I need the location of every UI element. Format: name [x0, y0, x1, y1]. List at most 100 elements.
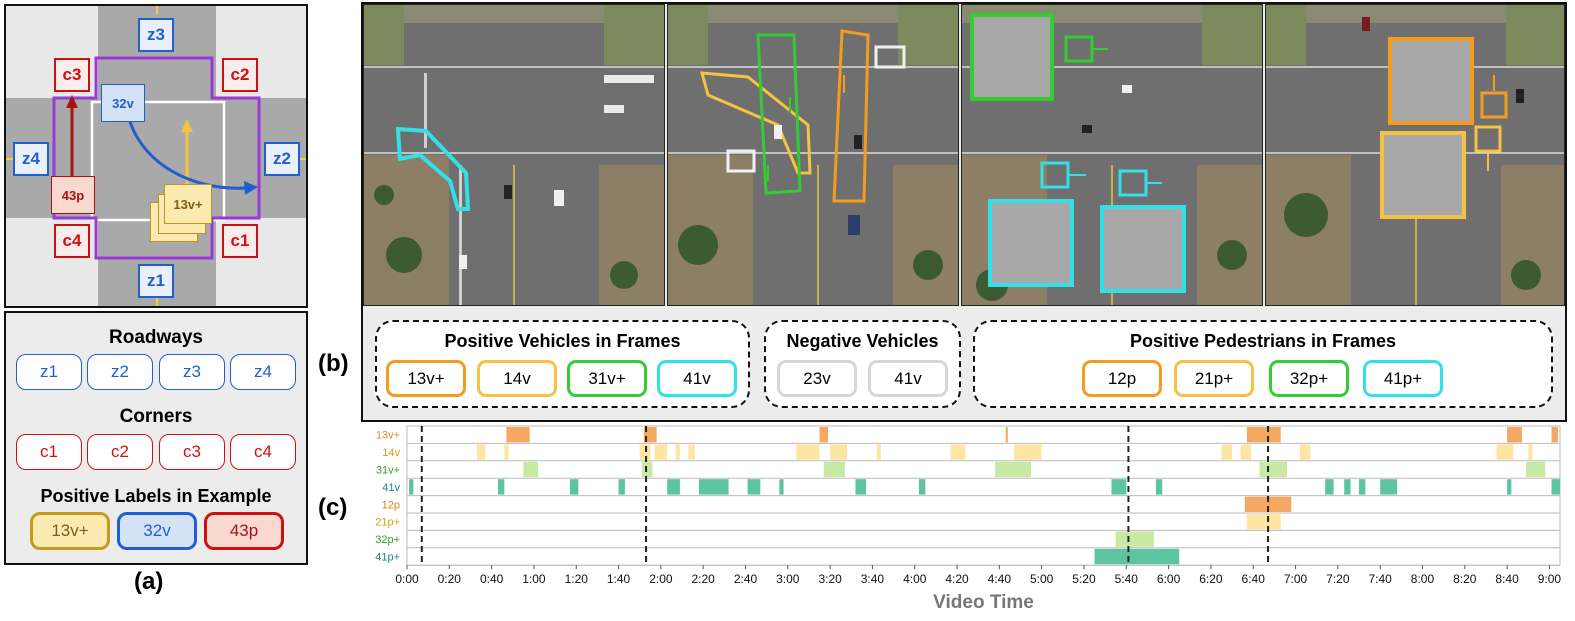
timeline-segment-41v: [409, 479, 414, 495]
zone-label-z4: z4: [13, 142, 49, 176]
positive-labels-title: Positive Labels in Example: [40, 486, 272, 506]
legend-corner-c4: c4: [230, 434, 296, 470]
intersection-boundary: [52, 56, 261, 260]
legend-item-21p: 21p+: [1174, 360, 1254, 397]
group-title-positive-pedestrians: Positive Pedestrians in Frames: [1129, 331, 1397, 351]
timeline-segment-14v: [830, 444, 848, 460]
timeline-segment-41v: [698, 479, 729, 495]
timeline-segment-41v: [497, 479, 505, 495]
legend-corner-c3: c3: [159, 434, 225, 470]
legend-roadway-z4: z4: [230, 354, 296, 390]
timeline-segment-14v: [639, 444, 651, 460]
timeline-segment-13v+: [1507, 427, 1522, 443]
x-tick-label: 2:20: [692, 572, 716, 586]
legend-corner-c2: c2: [87, 434, 153, 470]
row-label-41v: 41v: [382, 482, 400, 494]
x-tick-label: 1:00: [522, 572, 546, 586]
zone-label-z1: z1: [138, 264, 174, 298]
legend-item-32p: 32p+: [1269, 360, 1349, 397]
x-tick-label: 6:40: [1242, 572, 1266, 586]
legend-item-41v: 41v: [657, 360, 737, 397]
marker-32v: 32v: [101, 84, 145, 122]
timeline-segment-14v: [1221, 444, 1233, 460]
x-tick-label: 8:00: [1411, 572, 1435, 586]
x-tick-label: 6:00: [1157, 572, 1181, 586]
x-tick-label: 7:00: [1284, 572, 1308, 586]
row-label-41p+: 41p+: [375, 552, 400, 564]
zone-label-z2: z2: [264, 142, 300, 176]
caption-a: (a): [134, 568, 164, 595]
timeline-segment-14v: [950, 444, 966, 460]
legend-item-13v: 13v+: [386, 360, 466, 397]
aerial-frame-1: [363, 4, 665, 306]
timeline-segment-14v: [504, 444, 509, 460]
timeline-segment-14v: [654, 444, 668, 460]
x-tick-label: 3:40: [861, 572, 885, 586]
aerial-frame-2: [667, 4, 959, 306]
x-tick-label: 3:00: [776, 572, 800, 586]
x-tick-label: 6:20: [1199, 572, 1223, 586]
corner-label-c3: c3: [54, 58, 90, 92]
row-label-32p+: 32p+: [375, 534, 400, 546]
timeline-segment-41v: [747, 479, 761, 495]
x-tick-label: 3:20: [818, 572, 842, 586]
row-label-31v+: 31v+: [376, 465, 400, 477]
timeline-segment-13v+: [506, 427, 530, 443]
timeline-segment-12p: [1244, 496, 1292, 512]
timeline-segment-41v: [1344, 479, 1351, 495]
x-tick-label: 1:40: [607, 572, 631, 586]
corner-label-c2: c2: [222, 58, 258, 92]
vehicle-path-arrow-32v: [124, 105, 247, 190]
timeline-segment-31v+: [523, 461, 539, 478]
x-tick-label: 5:20: [1072, 572, 1096, 586]
x-tick-label: 5:40: [1115, 572, 1139, 586]
x-tick-label: 8:40: [1495, 572, 1519, 586]
timeline-segment-14v: [675, 444, 680, 460]
timeline-segment-32p+: [1115, 531, 1154, 547]
legend-item-41p: 41p+: [1363, 360, 1443, 397]
timeline-segment-41v: [779, 479, 784, 495]
zone-label-z3: z3: [138, 18, 174, 52]
timeline-segment-13v+: [1551, 427, 1558, 443]
timeline-segment-21p+: [1246, 514, 1281, 530]
timeline-segment-14v: [1014, 444, 1042, 460]
group-title-negative-vehicles: Negative Vehicles: [786, 331, 939, 351]
timeline-segment-14v: [1528, 444, 1533, 460]
legend-roadway-z3: z3: [159, 354, 225, 390]
row-label-13v+: 13v+: [376, 430, 400, 442]
x-tick-label: 5:00: [1030, 572, 1054, 586]
timeline-segment-41v: [667, 479, 680, 495]
corner-label-c1: c1: [222, 224, 258, 258]
timeline-segment-14v: [1240, 444, 1252, 460]
timeline-segment-41v: [1507, 479, 1512, 495]
timeline-segment-14v: [1496, 444, 1514, 460]
group-title-positive-vehicles: Positive Vehicles in Frames: [444, 331, 681, 351]
legend-item-41v-negative: 41v: [868, 360, 948, 397]
legend-positive-13v: 13v+: [30, 512, 110, 550]
x-tick-label: 7:20: [1326, 572, 1350, 586]
panel-a-legend: Roadways z1 z2 z3 z4 Corners c1 c2 c3 c4…: [4, 311, 308, 565]
panel-a-diagram: z3 z4 z2 z1 c3 c2 c4 c1 32v 43p 13v+: [4, 4, 308, 308]
legend-roadway-z1: z1: [16, 354, 82, 390]
timeline-segment-14v: [688, 444, 695, 460]
x-tick-label: 4:00: [903, 572, 927, 586]
aerial-frame-4: [1265, 4, 1565, 306]
timeline-segment-41v: [918, 479, 926, 495]
legend-item-12p: 12p: [1082, 360, 1162, 397]
timeline-segment-13v+: [643, 427, 657, 443]
x-tick-label: 2:40: [734, 572, 758, 586]
x-tick-label: 0:00: [395, 572, 419, 586]
timeline-segment-14v: [876, 444, 881, 460]
timeline-segment-31v+: [1259, 461, 1288, 478]
legend-corner-c1: c1: [16, 434, 82, 470]
x-tick-label: 0:20: [438, 572, 462, 586]
row-label-12p: 12p: [382, 499, 400, 511]
row-label-21p+: 21p+: [375, 517, 400, 529]
timeline-segment-41v: [1155, 479, 1163, 495]
marker-43p: 43p: [51, 176, 95, 214]
x-tick-label: 1:20: [565, 572, 589, 586]
marker-13v: 13v+: [164, 184, 212, 224]
timeline-segment-41p+: [1094, 548, 1180, 565]
timeline-segment-41v: [1111, 479, 1127, 495]
x-tick-label: 4:20: [945, 572, 969, 586]
